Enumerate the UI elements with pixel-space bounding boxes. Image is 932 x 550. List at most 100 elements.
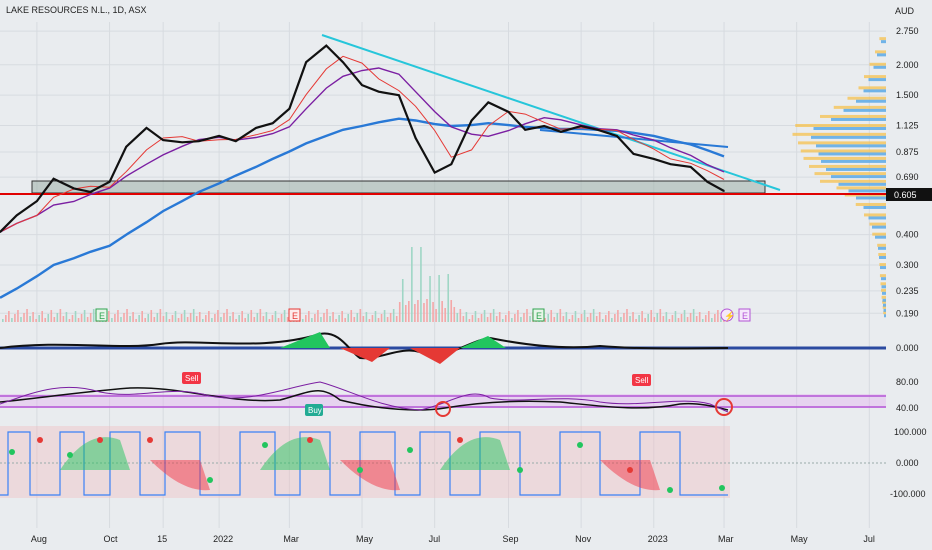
price-point [288,107,291,110]
profile-bar-down [872,225,886,229]
event-badge-2[interactable]: E [288,308,301,322]
price-point [470,119,473,122]
profile-bar-up [881,288,886,292]
volume-bar [374,311,377,322]
event-badges[interactable]: E E E E ⚡ [95,308,751,322]
volume-bar [256,313,259,322]
volume-bar [77,318,80,322]
profile-bar-down [856,99,886,103]
stoch-zero-label: 0.000 [896,458,919,468]
volume-bar [471,315,474,322]
volume-bar [141,311,143,322]
event-badge-3[interactable]: E [532,308,545,322]
price-point [0,231,1,233]
volume-bar [608,311,610,322]
ma-short-line [0,55,725,233]
lightning-icon[interactable] [720,308,734,322]
volume-bar [486,317,489,322]
volume-bar [211,318,213,322]
volume-bar [483,310,486,322]
signal-buy[interactable]: Buy [305,404,323,416]
profile-bar-down [816,144,886,148]
time-tick-label: Mar [283,534,299,544]
profile-bar-down [848,189,886,193]
profile-bar-down [883,303,886,307]
event-badge-2-label: E [292,311,298,321]
signal-sell-1[interactable]: Sell [182,372,201,384]
profile-bar-up [869,62,886,66]
profile-bar-down [883,308,886,312]
price-point [73,187,75,190]
volume-bar [341,311,343,322]
volume-bar [250,310,253,322]
price-tick-label: 0.300 [896,260,919,270]
price-point [689,166,692,168]
profile-bar-down [868,216,886,220]
volume-bar [311,318,313,322]
profile-bar-up [877,243,886,247]
volume-bar [647,314,649,322]
price-point [560,131,562,133]
profile-bar-down [821,159,886,163]
volume-bar [501,319,504,322]
descending-trendline[interactable] [321,34,781,191]
price-axis[interactable]: 2.750 2.000 1.500 1.125 0.875 0.690 0.400 0.300… [896,26,919,318]
volume-bar [29,316,31,322]
volume-bar [138,315,140,322]
volume-bar [462,316,465,322]
volume-bar [508,311,510,322]
price-point [162,139,164,141]
volume-bar [80,314,83,322]
mid-trendline[interactable] [539,129,729,148]
volume-bar [14,314,16,322]
stoch-dot [147,437,153,443]
volume-bar [38,315,40,322]
volume-bar [517,310,519,322]
profile-bar-up [881,295,886,299]
stoch-red-wave-2 [340,460,400,491]
volume-bar [253,317,256,322]
signal-sell-2[interactable]: Sell [632,374,651,386]
volume-bar [638,315,640,322]
volume-bar [698,312,701,322]
volume-bar [653,317,656,322]
volume-bar [335,319,337,322]
profile-bar-down [873,65,886,69]
event-badge-1[interactable]: E [95,308,108,322]
volume-bar [435,309,437,322]
price-point [723,190,725,192]
volume-bar [165,312,168,322]
volume-bar [177,318,180,322]
profile-bar-down [881,285,886,289]
volume-bar [368,319,371,322]
volume-bar [365,312,368,322]
volume-bar [192,309,195,322]
price-badge-bg [886,188,932,201]
profile-bar-down [881,40,886,44]
event-badge-4[interactable]: E [738,308,751,322]
volume-bar [611,318,613,322]
price-point [669,163,672,165]
time-axis[interactable]: Aug Oct 15 2022 Mar May Jul Sep Nov 2023 Mar May Jul [31,534,875,544]
volume-bar [277,318,280,322]
price-tick-label: 0.190 [896,308,919,318]
time-tick-label: 15 [157,534,167,544]
support-zone[interactable] [31,180,766,194]
volume-bar [201,319,204,322]
volume-bar [704,315,707,322]
volume-bar [241,311,243,322]
volume-bar [562,316,565,322]
time-tick-label: May [356,534,374,544]
volume-bar [420,247,422,322]
volume-bar [8,311,10,322]
volume-bar [392,309,395,322]
volume-bar [220,317,222,322]
volume-bar [114,314,116,322]
volume-bar [568,319,571,322]
volume-bar [620,317,622,322]
volume-bar [441,301,443,322]
volume-bar [323,313,325,322]
volume-bar [614,314,616,322]
stoch-dot [262,442,268,448]
